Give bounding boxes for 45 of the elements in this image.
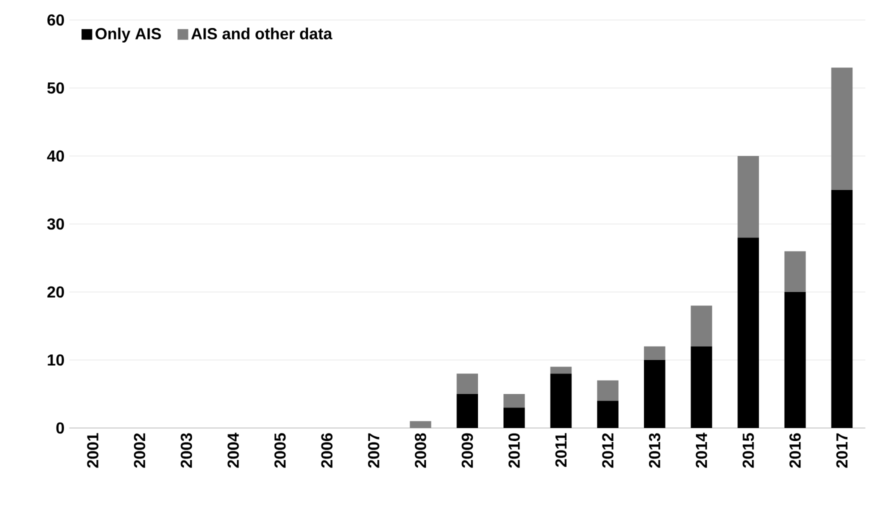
- legend-label: Only AIS: [96, 28, 161, 43]
- bar: [784, 251, 806, 292]
- x-tick-label: 2017: [836, 433, 848, 468]
- x-tick-label: 2015: [742, 433, 754, 468]
- x-tick-label: 2004: [228, 432, 239, 468]
- y-tick-label: 30: [47, 218, 64, 230]
- bar: [550, 366, 572, 374]
- x-tick-label: 2009: [462, 433, 473, 468]
- bar: [597, 400, 618, 428]
- x-tick-label: 2001: [87, 433, 98, 468]
- legend-label: AIS and other data: [191, 28, 332, 40]
- x-tick-label: 2016: [789, 433, 801, 468]
- bar: [831, 190, 853, 428]
- bar: [410, 421, 432, 428]
- bar: [456, 394, 478, 428]
- x-tick-label: 2011: [555, 433, 567, 467]
- bar: [503, 394, 525, 408]
- y-tick-label: 60: [47, 14, 64, 26]
- bar: [456, 374, 478, 394]
- x-tick-label: 2006: [321, 433, 333, 468]
- y-tick-label: 10: [48, 354, 64, 366]
- y-tick-label: 0: [56, 422, 64, 434]
- bar: [690, 306, 712, 346]
- x-tick-label: 2013: [648, 433, 660, 468]
- x-tick-label: 2008: [414, 433, 426, 468]
- x-tick-label: 2005: [274, 433, 286, 468]
- bar: [503, 408, 525, 428]
- x-tick-label: 2002: [134, 433, 146, 468]
- bar: [831, 68, 853, 190]
- bar: [644, 360, 666, 428]
- y-tick-label: 50: [47, 82, 64, 94]
- x-tick-label: 2012: [602, 433, 614, 468]
- bar: [738, 238, 759, 428]
- bar: [738, 156, 759, 238]
- y-tick-label: 20: [47, 286, 64, 298]
- bar: [644, 346, 666, 360]
- x-tick-label: 2014: [696, 432, 708, 468]
- y-tick-label: 40: [47, 150, 64, 162]
- x-tick-label: 2007: [368, 433, 380, 468]
- bar: [597, 380, 618, 401]
- x-tick-label: 2003: [180, 433, 192, 468]
- bar: [784, 292, 806, 428]
- x-tick-label: 2010: [508, 433, 520, 468]
- bar: [690, 346, 712, 428]
- bar: [550, 374, 572, 428]
